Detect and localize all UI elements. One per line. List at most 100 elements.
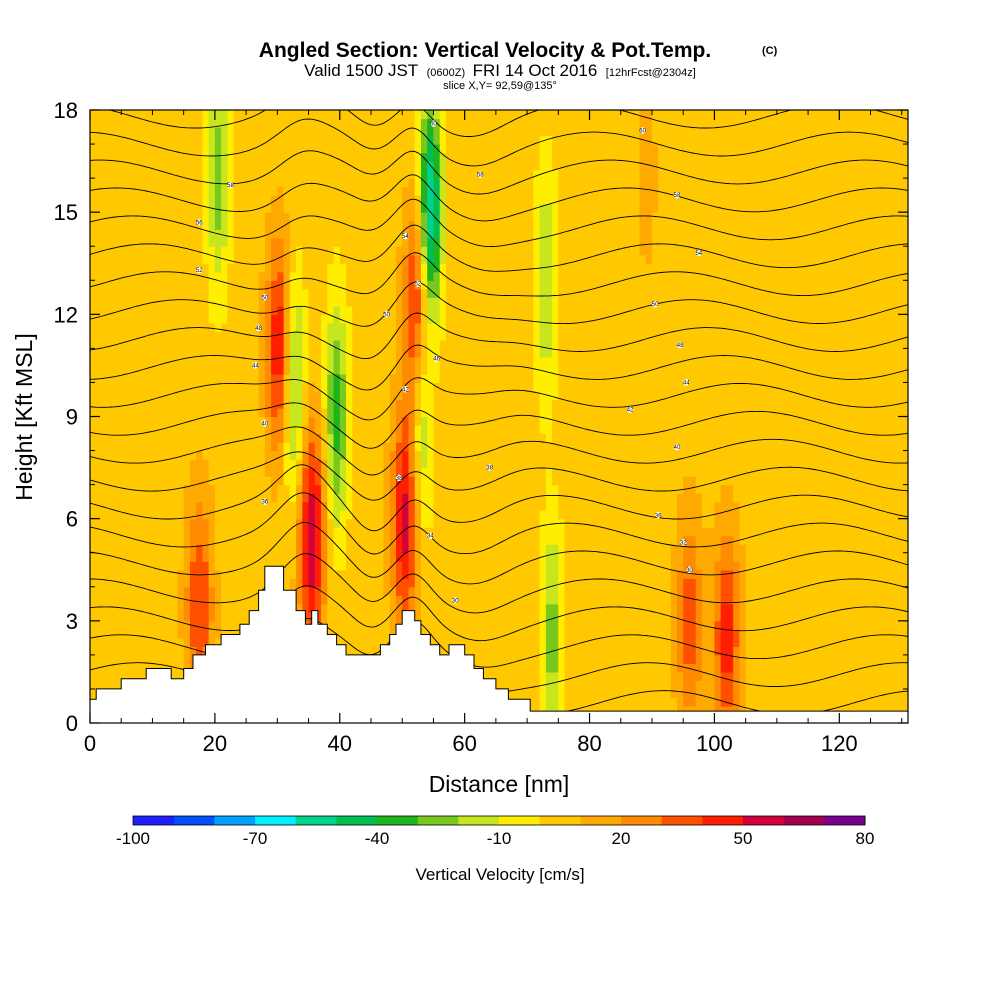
heatmap-cell [670,603,678,613]
heatmap-cell [895,501,903,511]
heatmap-cell [158,407,166,418]
heatmap-cell [708,416,716,426]
heatmap-cell [483,629,491,639]
heatmap-cell [552,544,559,554]
heatmap-cell [901,425,908,435]
heatmap-cell [177,612,185,622]
heatmap-cell [839,484,847,494]
heatmap-cell [595,399,603,409]
heatmap-cell [577,535,584,545]
heatmap-cell [726,603,734,613]
heatmap-cell [339,535,347,545]
heatmap-cell [283,450,291,460]
heatmap-cell [346,535,353,545]
heatmap-cell [695,654,703,664]
heatmap-cell [814,646,822,656]
heatmap-cell [158,416,166,426]
heatmap-cell [177,603,185,613]
heatmap-cell [389,433,397,443]
heatmap-cell [883,646,890,656]
heatmap-cell [489,586,497,596]
heatmap-cell [739,544,747,554]
heatmap-cell [689,425,697,435]
heatmap-cell [670,527,678,537]
heatmap-cell [614,442,622,452]
heatmap-cell [527,620,534,630]
heatmap-cell [139,442,147,452]
heatmap-cell [614,603,622,613]
heatmap-cell [252,561,260,571]
heatmap-cell [570,578,578,588]
heatmap-cell [146,467,154,477]
heatmap-cell [239,578,247,588]
heatmap-cell [627,629,634,639]
heatmap-cell [751,697,759,707]
heatmap-cell [795,416,803,426]
heatmap-cell [289,527,297,537]
heatmap-cell [358,620,366,630]
heatmap-cell [833,433,840,443]
heatmap-cell [833,484,840,494]
heatmap-cell [608,493,616,503]
heatmap-cell [708,663,716,673]
heatmap-cell [633,595,641,605]
heatmap-cell [776,603,784,613]
heatmap-cell [296,569,303,579]
heatmap-cell [302,603,310,613]
heatmap-cell [776,544,784,554]
heatmap-cell [639,595,647,605]
heatmap-cell [227,586,235,596]
heatmap-cell [658,637,666,647]
heatmap-cell [108,476,116,486]
heatmap-cell [577,425,584,435]
heatmap-cell [395,501,403,511]
heatmap-cell [708,629,716,639]
heatmap-cell [645,425,653,435]
heatmap-cell [583,535,591,545]
heatmap-cell [751,442,759,452]
heatmap-cell [395,433,403,443]
heatmap-cell [851,637,859,647]
heatmap-cell [633,518,641,528]
heatmap-cell [214,450,222,460]
heatmap-cell [445,493,453,503]
heatmap-cell [420,450,428,460]
heatmap-cell [289,399,297,409]
heatmap-cell [146,586,154,596]
heatmap-cell [508,407,516,418]
heatmap-cell [627,510,634,520]
heatmap-cell [433,518,441,528]
heatmap-cell [127,595,135,605]
heatmap-cell [489,646,497,656]
heatmap-cell [414,416,422,426]
heatmap-cell [427,442,435,452]
heatmap-cell [352,450,360,460]
heatmap-cell [545,407,553,418]
heatmap-cell [502,442,509,452]
heatmap-cell [564,416,572,426]
heatmap-cell [645,552,653,562]
heatmap-cell [114,399,122,409]
heatmap-cell [577,671,584,682]
heatmap-cell [146,646,154,656]
heatmap-cell [477,510,484,520]
heatmap-cell [870,442,878,452]
heatmap-cell [508,595,516,605]
heatmap-cell [383,586,391,596]
heatmap-cell [483,620,491,630]
heatmap-cell [870,535,878,545]
heatmap-cell [720,484,728,494]
heatmap-cell [620,433,628,443]
heatmap-cell [895,561,903,571]
heatmap-cell [395,518,403,528]
heatmap-cell [489,654,497,664]
heatmap-cell [558,578,566,588]
heatmap-cell [570,705,578,716]
heatmap-cell [502,501,509,511]
heatmap-cell [233,425,241,435]
heatmap-cell [108,416,116,426]
heatmap-cell [221,552,228,562]
heatmap-cell [277,476,285,486]
heatmap-cell [233,561,241,571]
heatmap-cell [277,459,285,469]
